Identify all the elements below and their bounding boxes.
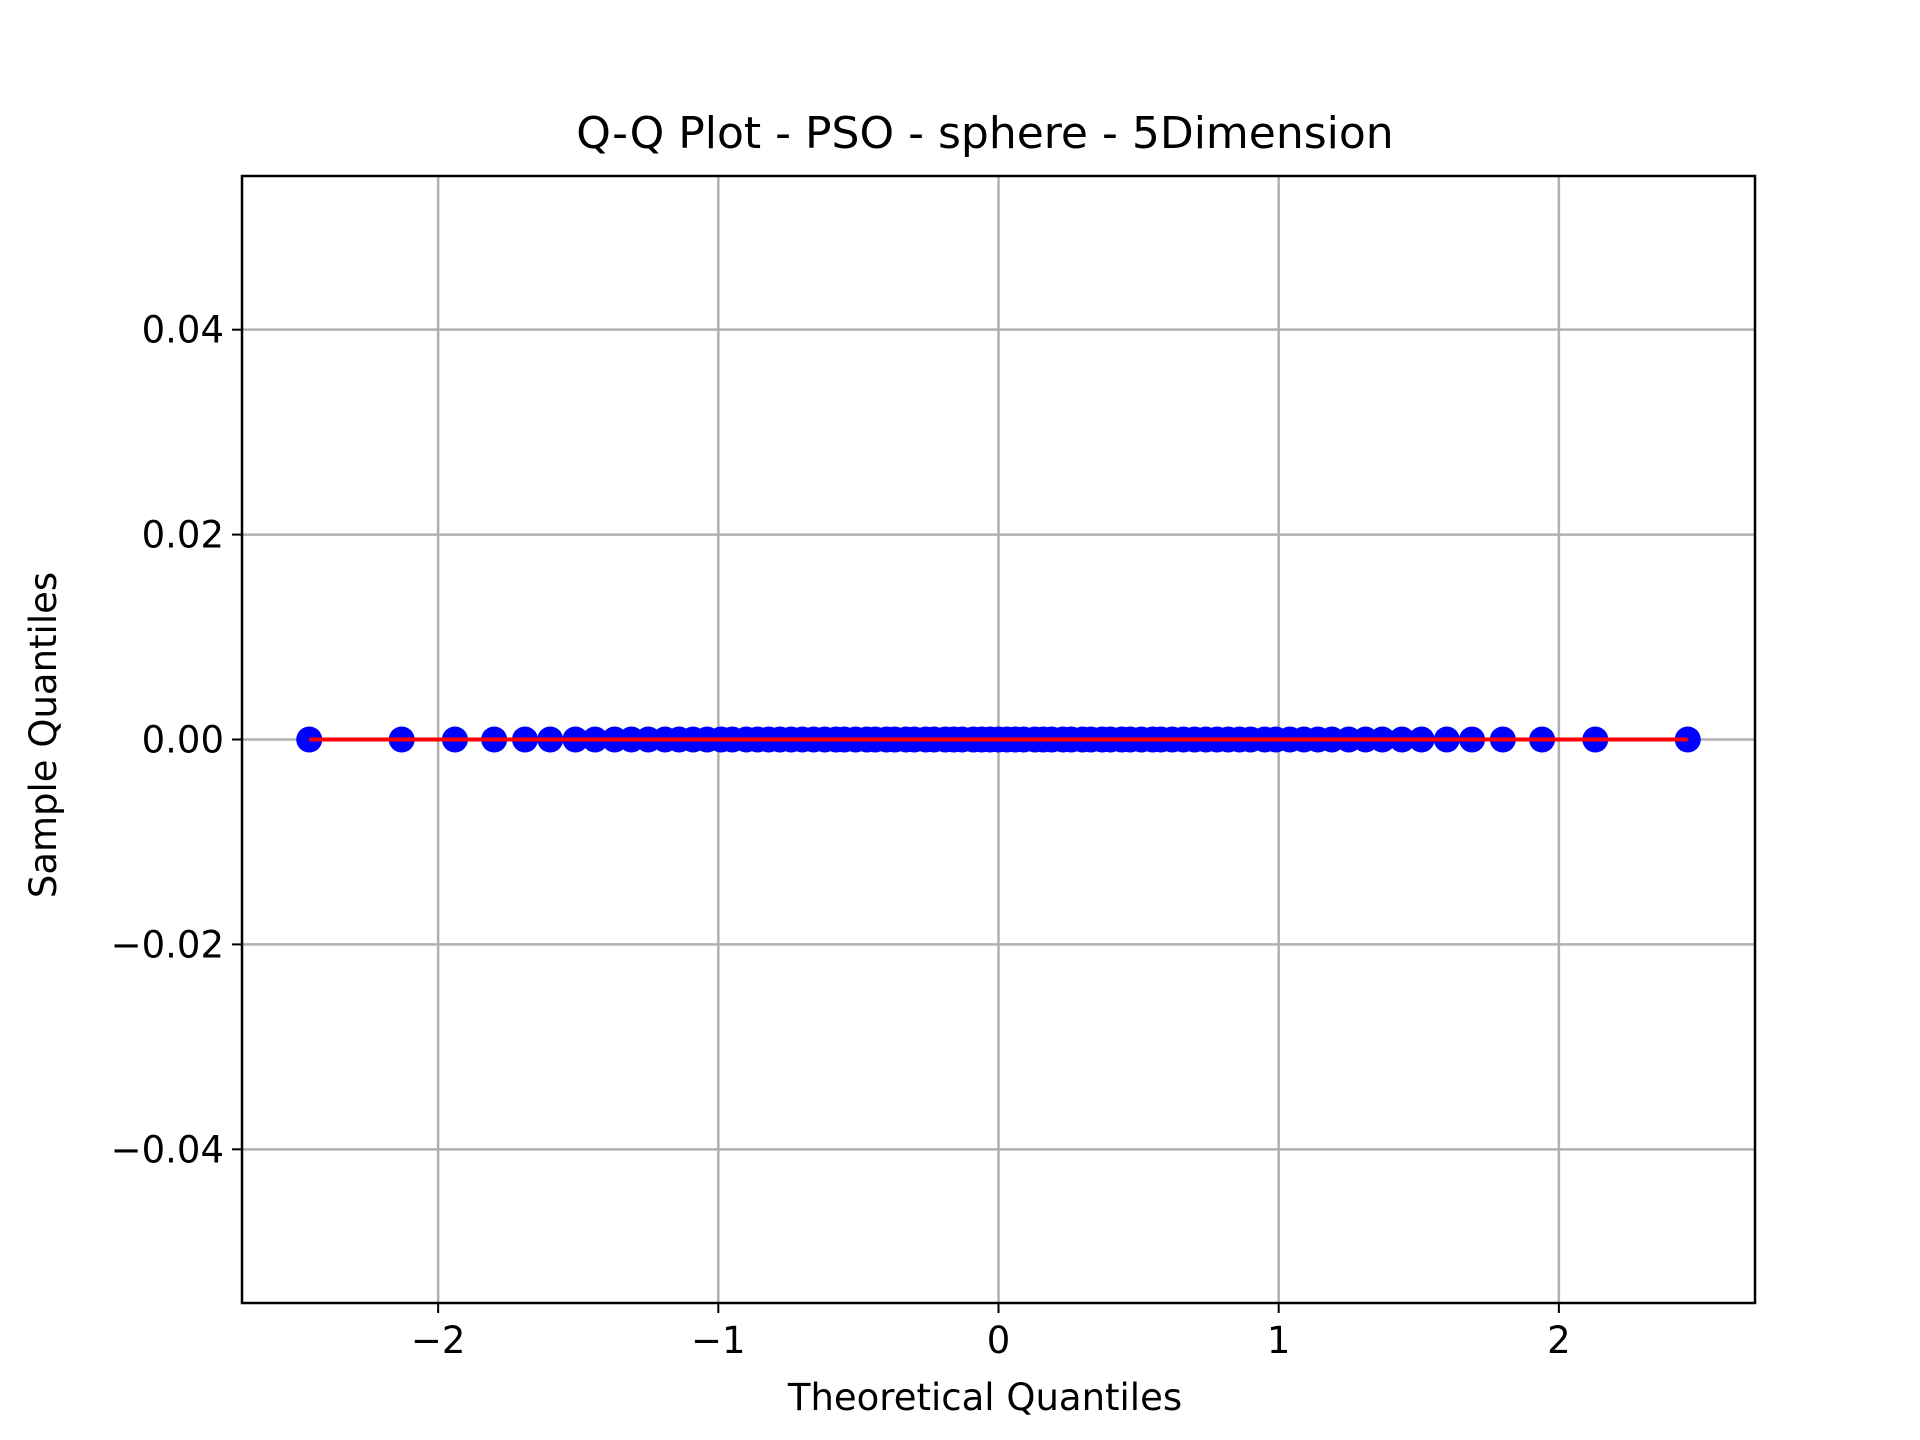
y-tick-label: 0.04 — [142, 309, 224, 352]
x-tick-label: 2 — [1547, 1319, 1571, 1362]
x-tick-label: 0 — [987, 1319, 1011, 1362]
x-tick-label: −1 — [691, 1319, 746, 1362]
y-tick-label: −0.04 — [111, 1128, 224, 1171]
y-tick-label: 0.00 — [142, 719, 224, 762]
y-axis-ticks: −0.04 −0.02 0.00 0.02 0.04 — [111, 309, 242, 1171]
y-tick-label: 0.02 — [142, 514, 224, 557]
y-tick-label: −0.02 — [111, 923, 224, 966]
x-axis-ticks: −2 −1 0 1 2 — [411, 1303, 1571, 1362]
x-tick-label: 1 — [1267, 1319, 1291, 1362]
x-axis-label: Theoretical Quantiles — [787, 1376, 1182, 1419]
chart-title: Q-Q Plot - PSO - sphere - 5Dimension — [576, 108, 1393, 159]
y-axis-label: Sample Quantiles — [22, 572, 65, 898]
x-tick-label: −2 — [411, 1319, 466, 1362]
